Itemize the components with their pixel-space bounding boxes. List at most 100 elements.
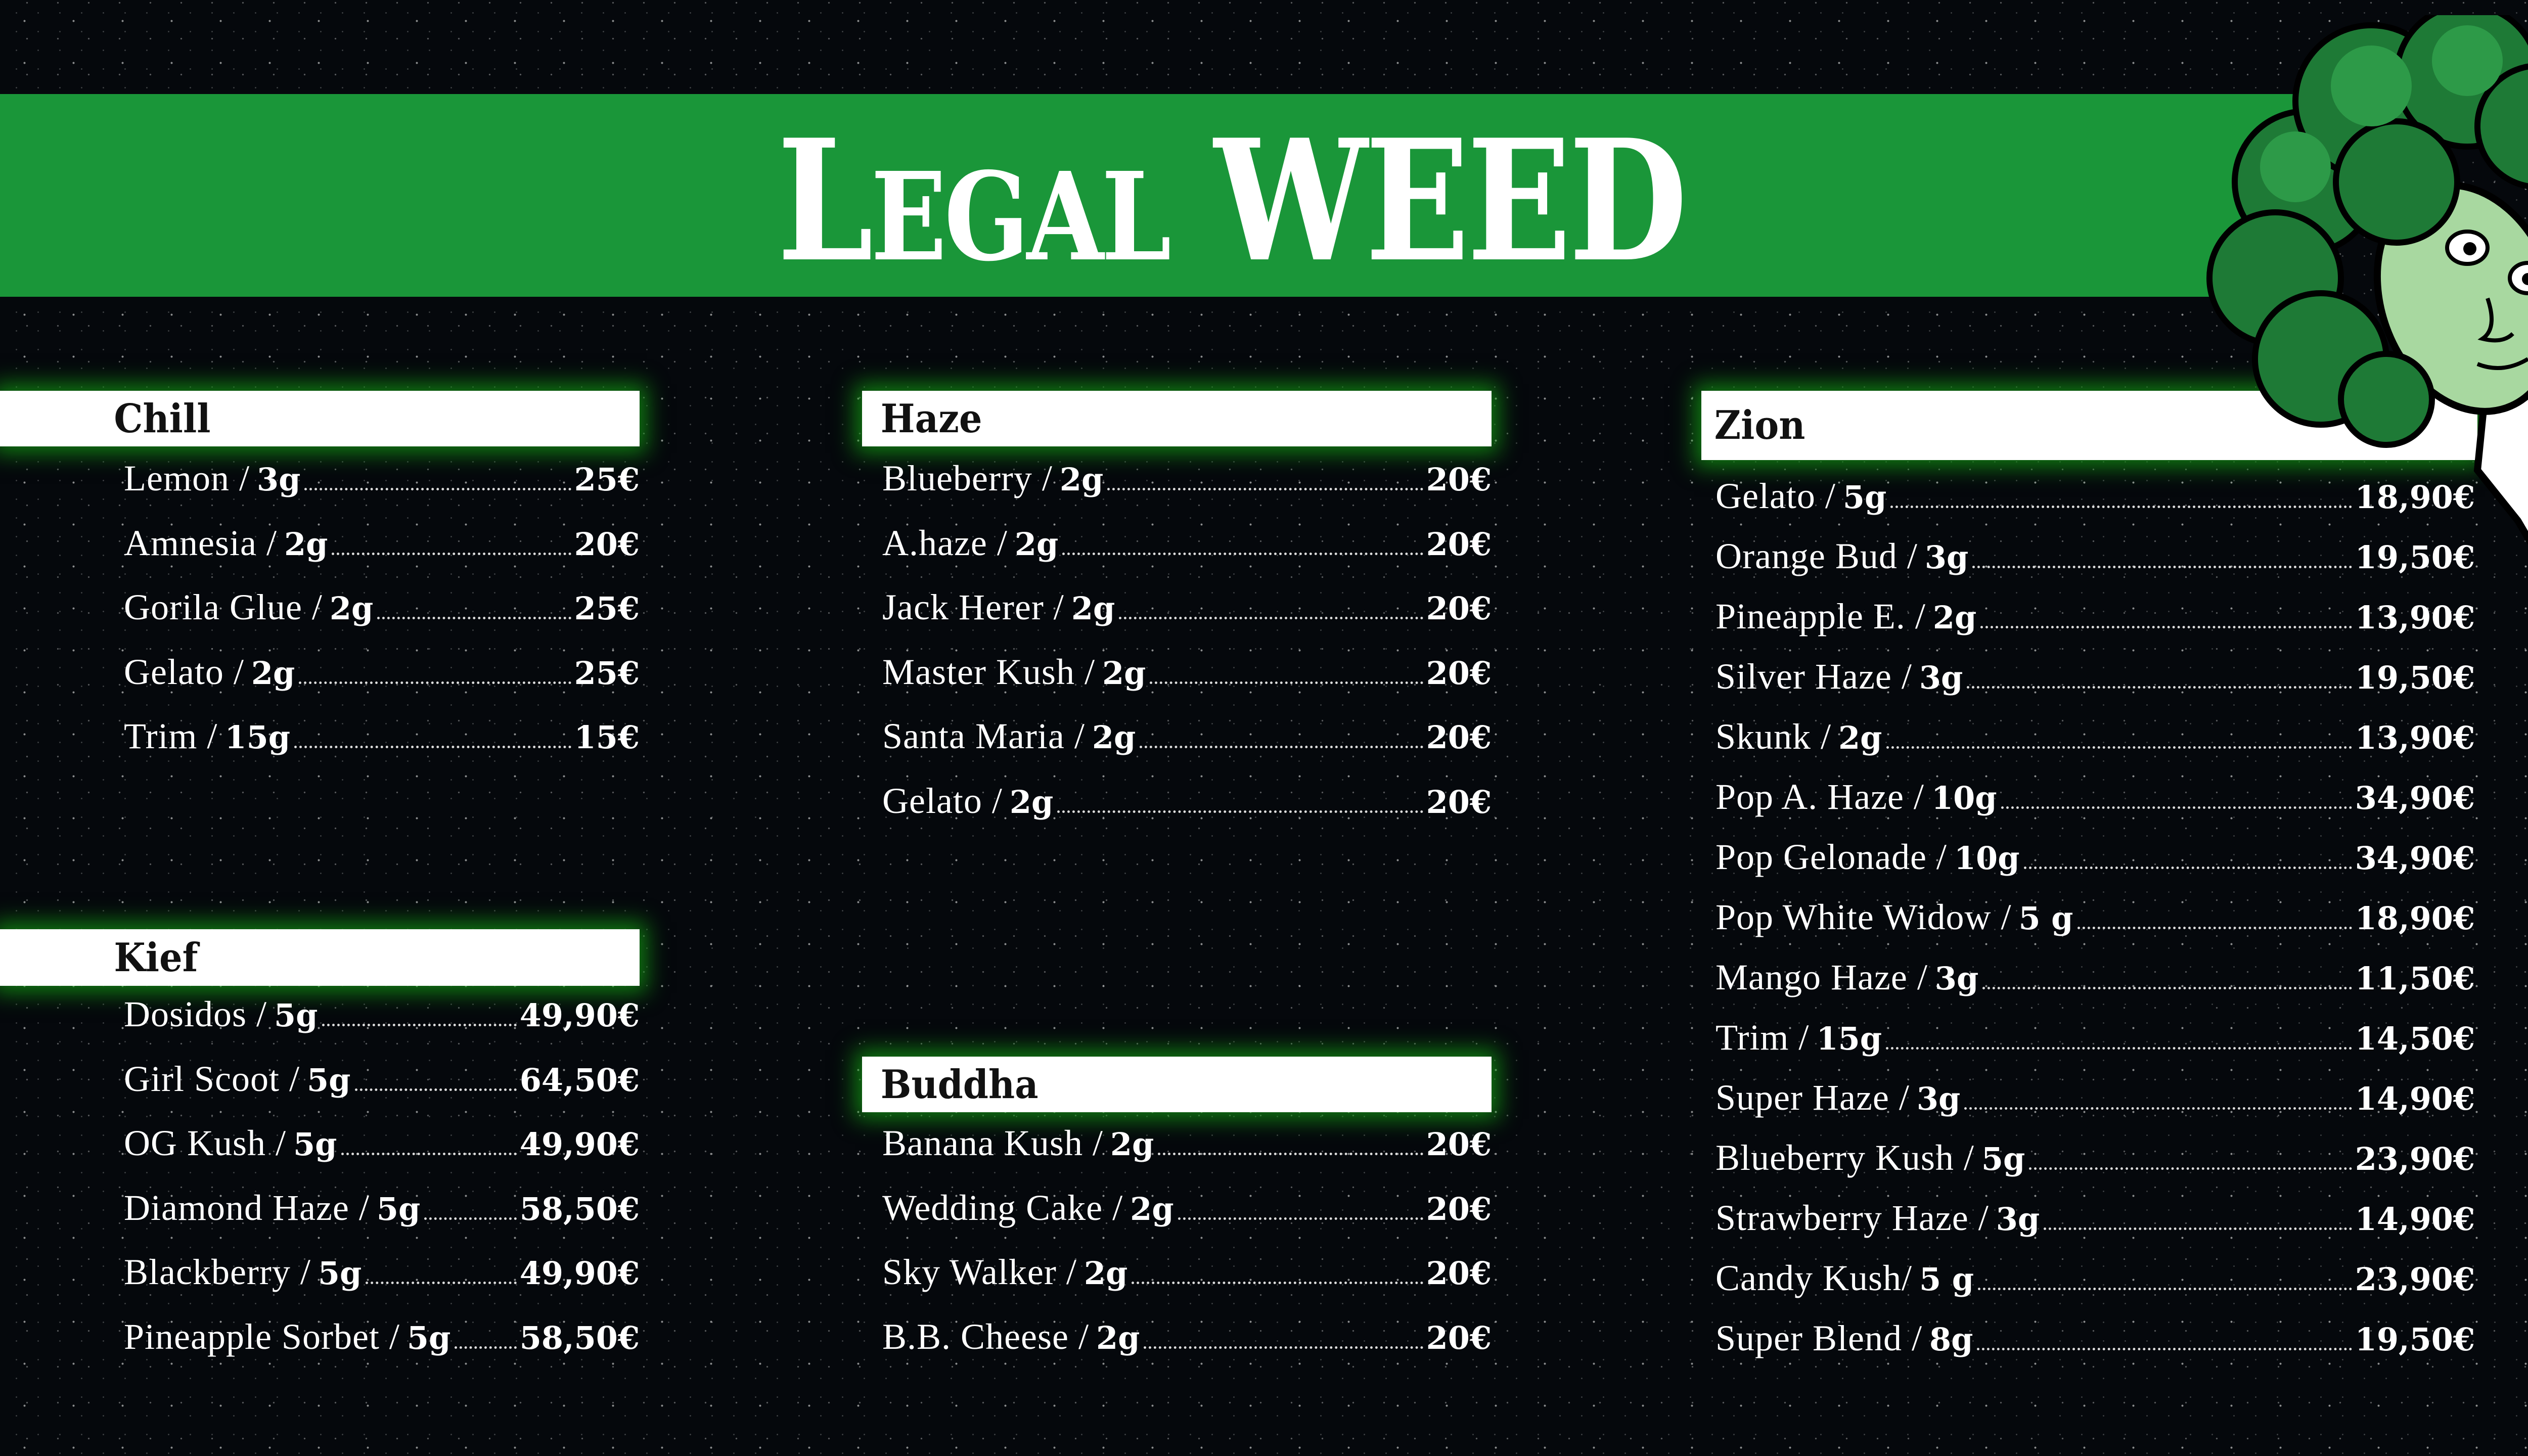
item-weight: 15g [224,719,291,756]
item-weight: 2g [1071,590,1115,627]
menu-item: Pop White Widow /5 g 18,90€ [1716,896,2475,938]
dot-leader [1140,746,1423,748]
item-name: Trim / [1716,1017,1810,1058]
item-weight: 5g [407,1319,451,1356]
item-name: Jack Herer / [882,587,1064,627]
item-name: Diamond Haze / [124,1187,370,1228]
menu-item: Wedding Cake /2g 20€ [882,1187,1492,1229]
item-name: Dosidos / [124,994,267,1034]
menu-item: Super Haze /3g 14,90€ [1716,1077,2475,1119]
item-name: Pop White Widow / [1716,897,2012,937]
title-initial: L [777,102,873,299]
menu-item: Sky Walker /2g 20€ [882,1251,1492,1293]
dot-leader [322,1024,517,1026]
item-price: 14,50€ [2355,1020,2475,1057]
dot-leader [1057,810,1423,813]
menu-item: Diamond Haze /5g 58,50€ [124,1187,640,1229]
dot-leader [1982,987,2352,989]
dot-leader [341,1153,517,1155]
section-header-chill: Chill [0,391,640,446]
menu-item: Super Blend /8g 19,50€ [1716,1317,2475,1359]
menu-item: Pop Gelonade /10g 34,90€ [1716,836,2475,878]
item-price: 13,90€ [2355,599,2475,636]
dot-leader [1980,626,2352,628]
item-price: 13,90€ [2355,719,2475,756]
item-weight: 2g [1014,525,1059,563]
dot-leader [2044,1227,2352,1230]
dot-leader [1132,1282,1423,1284]
item-name: Trim / [124,716,218,756]
item-weight: 5 g [1919,1261,1974,1298]
item-weight: 8g [1929,1321,1973,1358]
item-weight: 10g [1931,780,1997,816]
item-name: Gelato / [882,780,1003,821]
dot-leader [2077,927,2352,929]
item-price: 49,90€ [519,1126,640,1163]
dot-leader [1158,1153,1423,1155]
header-banner [0,94,2326,297]
item-name: Blueberry / [882,458,1053,498]
item-name: A.haze / [882,522,1008,563]
item-name: Super Blend / [1716,1318,1922,1358]
item-weight: 2g [1130,1190,1174,1227]
item-name: Santa Maria / [882,716,1085,756]
item-price: 34,90€ [2355,780,2475,816]
menu-item: Silver Haze /3g 19,50€ [1716,656,2475,698]
item-name: Gelato / [1716,476,1836,516]
item-name: Wedding Cake / [882,1187,1123,1228]
dot-leader [424,1217,517,1220]
item-price: 19,50€ [2355,539,2475,576]
menu-item: Skunk /2g 13,90€ [1716,716,2475,758]
item-price: 14,90€ [2355,1201,2475,1238]
menu-item: Lemon /3g 25€ [124,458,640,499]
dot-leader [2023,867,2352,869]
section-title: Chill [114,395,211,442]
item-weight: 15g [1816,1020,1882,1057]
dot-leader [1178,1217,1423,1220]
menu-item: Girl Scoot /5g 64,50€ [124,1058,640,1100]
item-price: 25€ [574,461,640,498]
item-price: 49,90€ [519,997,640,1034]
item-name: Pineapple E. / [1716,596,1926,636]
page-title: LEGAL WEED [0,94,2528,297]
item-price: 20€ [1426,1319,1492,1356]
section-title: Buddha [880,1061,1039,1108]
item-name: B.B. Cheese / [882,1316,1089,1357]
item-name: Super Haze / [1716,1077,1910,1118]
item-weight: 5g [293,1126,337,1163]
menu-item: Pineapple Sorbet /5g 58,50€ [124,1316,640,1358]
item-name: Lemon / [124,458,250,498]
dot-leader [1972,566,2352,568]
item-name: Girl Scoot / [124,1058,300,1099]
dot-leader [294,746,571,748]
dot-leader [1886,746,2352,749]
title-caps: EGAL [871,145,1171,288]
dot-leader [2029,1167,2352,1170]
dot-leader [1890,506,2352,508]
item-weight: 5g [274,997,318,1034]
section-header-haze: Haze [862,391,1492,446]
menu-item: B.B. Cheese /2g 20€ [882,1316,1492,1358]
menu-item: Master Kush /2g 20€ [882,651,1492,693]
item-price: 64,50€ [519,1061,640,1099]
dot-leader [1119,617,1423,619]
item-name: Gelato / [124,651,244,692]
item-weight: 5g [1842,479,1887,516]
item-price: 34,90€ [2355,840,2475,877]
dot-leader [354,1088,517,1091]
item-weight: 2g [1110,1126,1154,1163]
item-weight: 5g [307,1061,351,1099]
dot-leader [1886,1047,2352,1050]
item-name: Banana Kush / [882,1123,1103,1163]
menu-item: Gorila Glue /2g 25€ [124,586,640,628]
item-weight: 3g [1916,1080,1961,1117]
dot-leader [1144,1346,1423,1349]
menu-item: Pineapple E. /2g 13,90€ [1716,596,2475,638]
menu-item: Amnesia /2g 20€ [124,522,640,564]
item-name: Blackberry / [124,1252,311,1292]
item-name: OG Kush / [124,1123,287,1163]
item-weight: 3g [1924,539,1969,576]
item-price: 23,90€ [2355,1261,2475,1298]
item-price: 18,90€ [2355,479,2475,516]
item-weight: 3g [1919,659,1963,696]
